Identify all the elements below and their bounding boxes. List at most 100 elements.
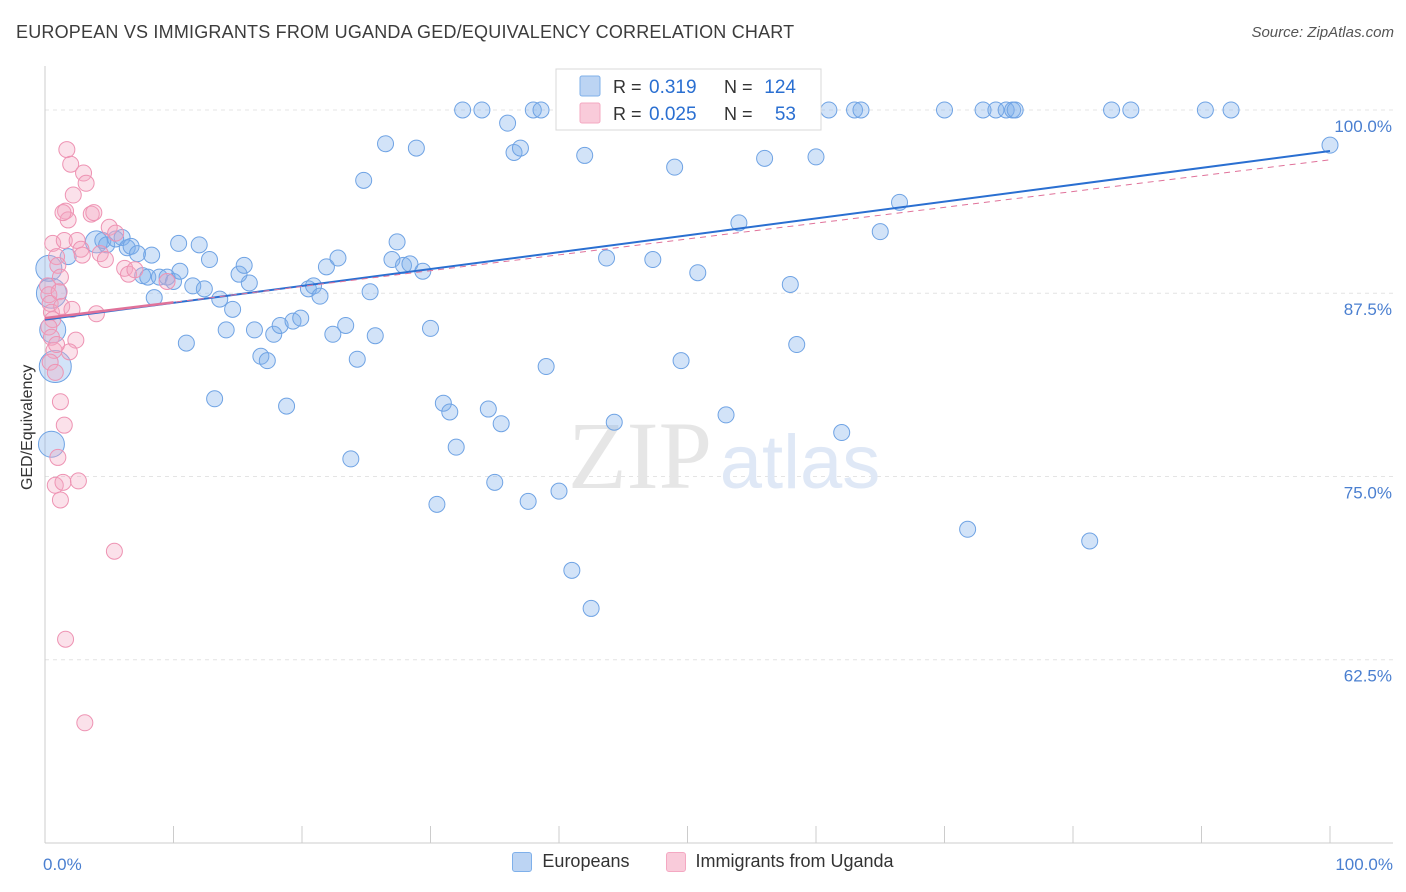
europeans-point-67 [454, 101, 472, 119]
uganda-point-19 [54, 204, 72, 222]
uganda-trend-line-solid [44, 301, 174, 320]
europeans-point-69 [479, 400, 497, 418]
uganda-point-39 [55, 416, 73, 434]
legend-item-uganda[interactable]: Immigrants from Uganda [665, 851, 894, 872]
stats-r-value-0: 0.319 [649, 77, 697, 98]
europeans-point-102 [788, 336, 806, 354]
europeans-point-50 [342, 450, 360, 468]
uganda-point-40 [49, 448, 67, 466]
legend-label-europeans: Europeans [542, 851, 630, 871]
uganda-point-38 [51, 393, 69, 411]
legend-label-uganda: Immigrants from Uganda [695, 851, 894, 871]
stats-n-label-1: N = [724, 104, 753, 124]
europeans-point-122 [1321, 136, 1339, 154]
europeans-point-91 [666, 158, 684, 176]
europeans-point-25 [190, 236, 208, 254]
europeans-point-15 [139, 268, 157, 286]
watermark-atlas: atlas [720, 420, 881, 505]
europeans-point-89 [644, 251, 662, 269]
series-uganda-points [39, 141, 176, 732]
uganda-point-1 [40, 286, 58, 304]
stats-n-value-1: 53 [775, 104, 796, 125]
europeans-point-63 [428, 495, 446, 513]
europeans-point-20 [165, 273, 182, 291]
europeans-point-114 [997, 101, 1015, 119]
source-label: Source: ZipAtlas.com [1251, 24, 1394, 41]
uganda-point-20 [58, 141, 76, 159]
uganda-point-52 [73, 246, 91, 264]
uganda-point-45 [105, 542, 123, 560]
legend-swatch-europeans [512, 851, 533, 872]
stats-swatch-1 [579, 102, 601, 124]
europeans-point-8 [98, 236, 116, 254]
bottom-legend: Europeans Immigrants from Uganda [0, 851, 1406, 872]
europeans-point-121 [1222, 101, 1240, 119]
uganda-point-11 [48, 248, 66, 266]
uganda-point-47 [76, 714, 94, 732]
europeans-point-104 [820, 101, 838, 119]
europeans-point-101 [781, 275, 799, 293]
uganda-point-21 [62, 155, 80, 173]
europeans-point-53 [361, 283, 379, 301]
y-tick-label-3: 62.5% [1344, 667, 1392, 686]
europeans-point-28 [206, 390, 224, 408]
europeans-point-27 [200, 251, 218, 269]
y-tick-label-0: 100.0% [1334, 117, 1392, 136]
europeans-point-82 [576, 146, 594, 164]
uganda-point-44 [69, 472, 87, 490]
x-tick-label-0: 0.0% [43, 855, 82, 874]
chart-title: EUROPEAN VS IMMIGRANTS FROM UGANDA GED/E… [16, 22, 795, 42]
europeans-point-78 [537, 358, 555, 376]
uganda-point-28 [85, 204, 103, 222]
uganda-point-9 [46, 363, 64, 381]
europeans-point-74 [511, 139, 529, 157]
europeans-point-51 [348, 350, 366, 368]
europeans-point-77 [532, 101, 550, 119]
uganda-point-31 [96, 251, 114, 269]
europeans-point-97 [730, 214, 748, 232]
x-tick-label-1: 100.0% [1335, 855, 1393, 874]
uganda-point-46 [57, 630, 75, 648]
y-axis-label: GED/Equivalency [19, 364, 36, 490]
europeans-point-116 [1006, 101, 1024, 119]
europeans-point-4 [37, 430, 65, 458]
europeans-point-12 [122, 237, 140, 255]
uganda-point-15 [53, 297, 71, 315]
europeans-point-35 [245, 321, 263, 339]
watermark-zip: ZIP [568, 402, 712, 509]
europeans-point-111 [959, 520, 977, 538]
zipatlas-watermark: ZIP atlas [568, 402, 880, 509]
europeans-point-65 [441, 403, 459, 421]
europeans-point-113 [987, 101, 1005, 119]
tick-labels: 100.0% 87.5% 75.0% 62.5% 0.0% 100.0% [43, 117, 1393, 874]
uganda-point-49 [60, 343, 78, 361]
uganda-point-8 [41, 353, 59, 371]
europeans-point-92 [672, 352, 690, 370]
europeans-point-110 [936, 101, 953, 119]
europeans-point-103 [807, 148, 825, 166]
uganda-point-42 [51, 491, 69, 509]
europeans-point-60 [407, 139, 425, 157]
europeans-point-46 [317, 258, 335, 276]
axes [44, 66, 1393, 844]
series-europeans-points [35, 101, 1339, 617]
trend-lines [44, 150, 1331, 321]
europeans-point-40 [278, 397, 296, 415]
europeans-trend-line [44, 150, 1331, 321]
europeans-point-21 [170, 234, 188, 252]
stats-swatch-0 [579, 75, 601, 97]
europeans-point-108 [871, 223, 889, 241]
europeans-point-49 [337, 316, 355, 334]
europeans-point-112 [974, 101, 992, 119]
europeans-point-48 [329, 249, 347, 267]
europeans-point-62 [422, 319, 439, 337]
legend-item-europeans[interactable]: Europeans [512, 851, 630, 872]
stats-r-label-1: R = [613, 104, 642, 124]
europeans-point-118 [1122, 101, 1140, 119]
stats-legend: R = 0.319 N = 124 R = 0.025 N = 53 [555, 68, 822, 131]
europeans-point-71 [492, 415, 510, 433]
europeans-point-85 [598, 249, 616, 267]
europeans-point-96 [717, 406, 735, 424]
legend-swatch-uganda [665, 851, 686, 872]
